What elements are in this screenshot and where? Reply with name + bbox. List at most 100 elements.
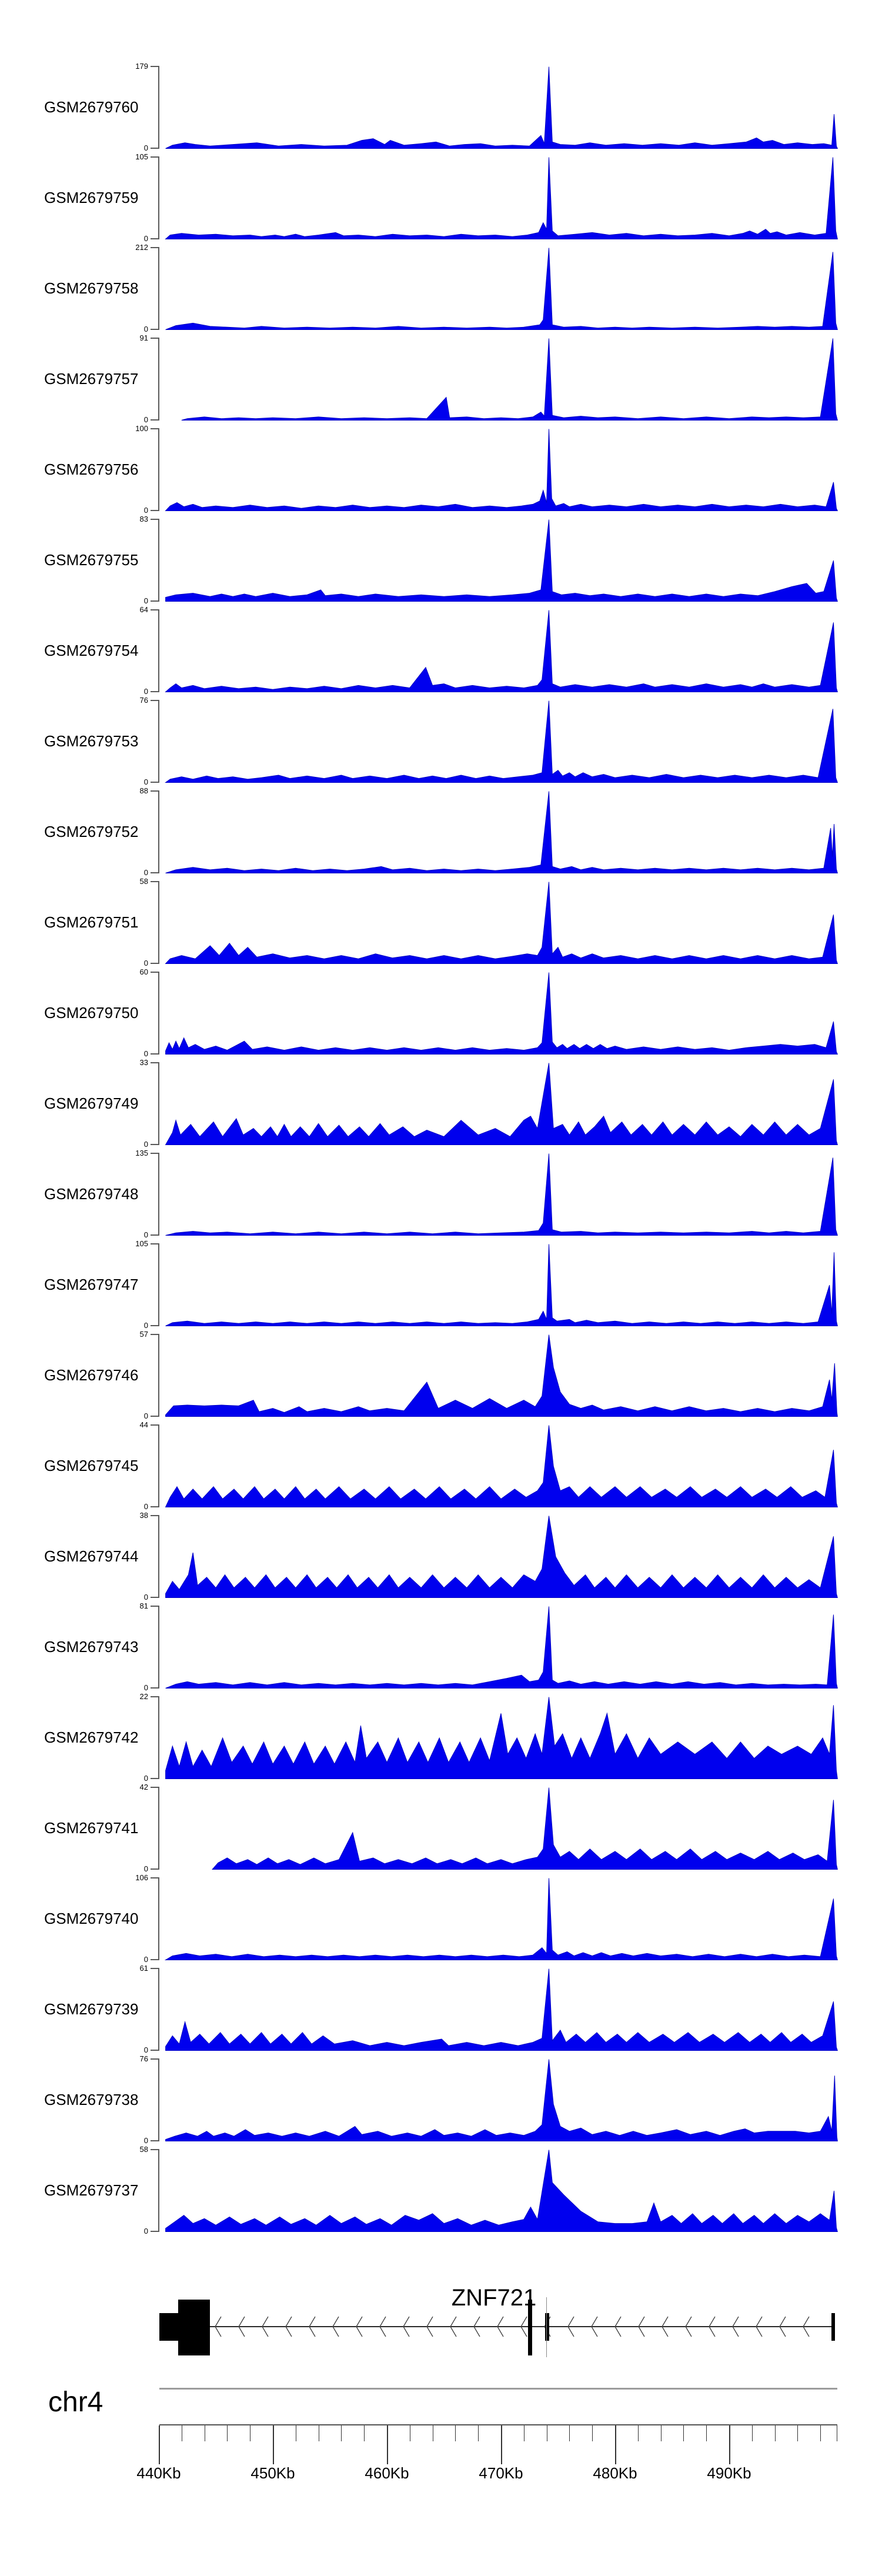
ruler-tick-label: 480Kb (593, 2464, 637, 2482)
track-axis-line (158, 2058, 159, 2141)
signal-polygon (165, 2150, 838, 2232)
signal-area-plot (165, 1968, 838, 2051)
signal-area-plot (165, 1244, 838, 1326)
ruler-minor-tick (706, 2425, 707, 2441)
signal-polygon (165, 1334, 838, 1417)
ruler-tick-label: 450Kb (250, 2464, 295, 2482)
signal-area-plot (165, 1697, 838, 1779)
ruler-tick-label: 440Kb (136, 2464, 181, 2482)
track-axis-top-tick (151, 1153, 159, 1154)
track-axis-bottom-tick (151, 1144, 159, 1145)
track-axis-line (158, 2149, 159, 2232)
track-ymax-label: 76 (139, 2054, 148, 2063)
left-arrowhead-icon (379, 2316, 386, 2337)
track-axis-line (158, 1877, 159, 1960)
track-name-label: GSM2679757 (44, 370, 139, 388)
signal-polygon (165, 66, 838, 149)
track-axis-line (158, 881, 159, 964)
track-ymax-label: 58 (139, 877, 148, 886)
track-axis-top-tick (151, 1062, 159, 1063)
ruler-minor-tick (227, 2425, 228, 2441)
left-arrowhead-icon (779, 2316, 786, 2337)
signal-polygon (165, 1244, 838, 1326)
ruler-minor-tick (797, 2425, 798, 2441)
gene-exon-box (528, 2300, 532, 2355)
track-ymin-label: 0 (143, 687, 148, 696)
left-arrowhead-icon (356, 2316, 363, 2337)
signal-polygon (181, 338, 838, 421)
signal-area-plot (165, 429, 838, 511)
ruler-minor-tick (592, 2425, 593, 2441)
signal-polygon (165, 610, 838, 692)
gene-thin-exon-line (546, 2297, 547, 2357)
track-axis-top-tick (151, 1606, 159, 1607)
track-axis-bottom-tick (151, 419, 159, 421)
signal-area-plot (165, 2150, 838, 2232)
signal-polygon (212, 1787, 838, 1870)
left-arrowhead-icon (403, 2316, 410, 2337)
track-name-label: GSM2679745 (44, 1457, 139, 1474)
track-axis-bottom-tick (151, 963, 159, 964)
track-name-label: GSM2679750 (44, 1004, 139, 1022)
signal-polygon (165, 248, 838, 330)
ruler-tick-label: 470Kb (479, 2464, 523, 2482)
track-name-label: GSM2679742 (44, 1729, 139, 1746)
track-name-label: GSM2679754 (44, 642, 139, 659)
ruler-minor-tick (455, 2425, 456, 2441)
track-axis-line (158, 338, 159, 421)
gene-exon-box (159, 2313, 178, 2341)
signal-polygon (165, 2059, 838, 2141)
track-name-label: GSM2679747 (44, 1276, 139, 1293)
track-name-label: GSM2679749 (44, 1095, 139, 1112)
track-ymax-label: 64 (139, 605, 148, 614)
track-name-label: GSM2679756 (44, 461, 139, 478)
ruler-major-tick (273, 2425, 274, 2464)
track-name-label: GSM2679743 (44, 1638, 139, 1656)
track-axis-bottom-tick (151, 691, 159, 692)
signal-polygon (165, 882, 838, 964)
track-axis-bottom-tick (151, 600, 159, 602)
track-axis-bottom-tick (151, 872, 159, 873)
signal-area-plot (165, 972, 838, 1055)
track-ymin-label: 0 (143, 144, 148, 152)
ruler-minor-tick (478, 2425, 479, 2441)
left-arrowhead-icon (732, 2316, 739, 2337)
signal-area-plot (165, 248, 838, 330)
track-axis-line (158, 1696, 159, 1779)
signal-polygon (164, 1878, 838, 1960)
track-axis-top-tick (151, 1696, 159, 1697)
track-axis-top-tick (151, 156, 159, 158)
track-ymax-label: 179 (135, 62, 148, 71)
track-axis-line (158, 972, 159, 1055)
track-axis-bottom-tick (151, 1234, 159, 1236)
track-name-label: GSM2679746 (44, 1366, 139, 1384)
track-ymin-label: 0 (143, 778, 148, 786)
track-axis-top-tick (151, 2149, 159, 2150)
left-arrowhead-icon (614, 2316, 622, 2337)
signal-area-plot (165, 1516, 838, 1598)
track-ymin-label: 0 (143, 2046, 148, 2054)
track-ymax-label: 81 (139, 1601, 148, 1610)
track-axis-line (158, 1153, 159, 1236)
track-ymax-label: 60 (139, 967, 148, 976)
signal-area-plot (165, 791, 838, 873)
ruler-minor-tick (341, 2425, 342, 2441)
track-axis-line (158, 1424, 159, 1507)
track-axis-top-tick (151, 1877, 159, 1878)
track-axis-bottom-tick (151, 2140, 159, 2141)
ruler-minor-tick (683, 2425, 684, 2441)
track-axis-bottom-tick (151, 148, 159, 149)
track-ymax-label: 91 (139, 333, 148, 342)
track-ymin-label: 0 (143, 1774, 148, 1783)
gene-exon-box (545, 2313, 549, 2341)
track-axis-line (158, 700, 159, 783)
track-ymin-label: 0 (143, 1230, 148, 1239)
track-ymax-label: 33 (139, 1058, 148, 1067)
track-name-label: GSM2679755 (44, 551, 139, 569)
track-ymin-label: 0 (143, 1321, 148, 1330)
track-axis-line (158, 1606, 159, 1689)
track-ymax-label: 135 (135, 1149, 148, 1157)
chromosome-label: chr4 (48, 2387, 103, 2418)
track-ymax-label: 22 (139, 1692, 148, 1701)
